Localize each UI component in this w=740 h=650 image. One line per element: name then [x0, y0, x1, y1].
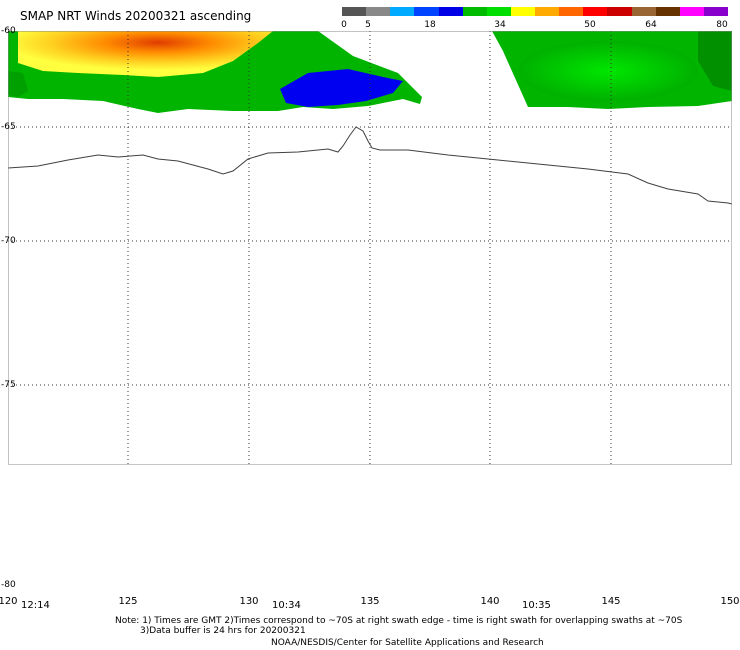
note-line: 3)Data buffer is 24 hrs for 20200321	[140, 626, 306, 636]
colorbar-segment	[414, 7, 439, 16]
map-title: SMAP NRT Winds 20200321 ascending	[20, 9, 252, 23]
colorbar-label: 0	[341, 20, 347, 30]
swath-time: 10:34	[272, 600, 301, 611]
wind-map	[8, 31, 732, 465]
colorbar-label: 18	[424, 20, 436, 30]
lat-label: -70	[1, 236, 16, 246]
lon-label: 145	[601, 596, 621, 607]
colorbar-label: 34	[494, 20, 506, 30]
colorbar-segment	[366, 7, 391, 16]
colorbar-segment	[631, 7, 656, 16]
colorbar-segment	[510, 7, 535, 16]
colorbar-segment	[679, 7, 704, 16]
colorbar-label: 5	[365, 20, 371, 30]
wind-swath-left	[8, 31, 422, 113]
lon-label: 120	[0, 596, 18, 607]
wind-speed-colorbar	[342, 7, 728, 16]
swath-time: 10:35	[522, 600, 551, 611]
lat-label: -60	[1, 26, 16, 36]
colorbar-label: 80	[716, 20, 728, 30]
antarctic-coastline	[8, 126, 732, 205]
colorbar-segment	[438, 7, 463, 16]
lat-label: -65	[1, 122, 16, 132]
colorbar-label: 50	[584, 20, 596, 30]
map-frame	[8, 31, 732, 465]
lon-label: 150	[720, 596, 740, 607]
lon-label: 130	[239, 596, 259, 607]
colorbar-segment	[390, 7, 415, 16]
colorbar-segment	[583, 7, 608, 16]
swath-time: 12:14	[21, 600, 50, 611]
wind-swath-right	[492, 31, 732, 109]
colorbar-segment	[703, 7, 728, 16]
lat-lon-grid	[8, 31, 732, 465]
note-line: Note: 1) Times are GMT 2)Times correspon…	[115, 616, 683, 626]
colorbar-segment	[655, 7, 680, 16]
lat-label: -80	[1, 580, 16, 590]
colorbar-segment	[535, 7, 560, 16]
credit-line: NOAA/NESDIS/Center for Satellite Applica…	[271, 638, 544, 648]
colorbar-segment	[462, 7, 487, 16]
lon-label: 125	[118, 596, 138, 607]
colorbar-segment	[607, 7, 632, 16]
lon-label: 140	[480, 596, 500, 607]
colorbar-segment	[342, 7, 367, 16]
lon-label: 135	[360, 596, 380, 607]
colorbar-label: 64	[645, 20, 657, 30]
lat-label: -75	[1, 380, 16, 390]
colorbar-segment	[559, 7, 584, 16]
colorbar-segment	[486, 7, 511, 16]
